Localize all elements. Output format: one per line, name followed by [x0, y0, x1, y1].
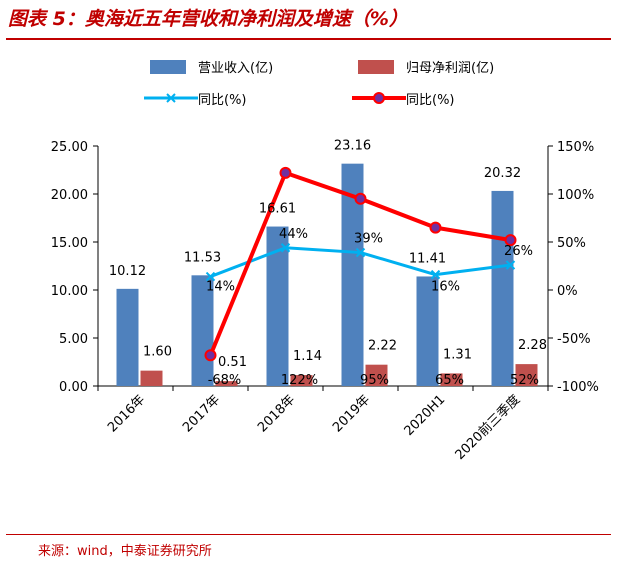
- legend-revenue-growth-marker: [166, 93, 176, 103]
- net-profit-data-label: 0.51: [218, 355, 247, 370]
- revenue-data-label: 11.41: [409, 251, 446, 266]
- net-profit-bar: [140, 370, 163, 386]
- revenue-bar: [266, 226, 289, 386]
- legend-net-profit-label: 归母净利润(亿): [406, 61, 494, 76]
- legend-profit-growth-label: 同比(%): [406, 93, 455, 108]
- revenue-growth-data-label: 16%: [431, 280, 460, 295]
- net-profit-data-label: 1.14: [293, 349, 322, 364]
- profit-growth-point: [354, 192, 367, 205]
- y-right-tick-label: 0%: [557, 284, 578, 299]
- profit-growth-data-label: 65%: [435, 373, 464, 388]
- y-left-tick-label: 25.00: [51, 140, 88, 155]
- revenue-data-label: 16.61: [259, 202, 296, 217]
- revenue-growth-data-label: 26%: [504, 244, 533, 259]
- profit-growth-point: [279, 166, 292, 179]
- legend-net-profit-swatch: [358, 60, 394, 74]
- revenue-data-label: 10.12: [109, 264, 146, 279]
- revenue-bar: [416, 276, 439, 386]
- legend-revenue-label: 营业收入(亿): [198, 61, 273, 76]
- x-tick-label: 2016年: [105, 392, 148, 435]
- title-divider: [6, 38, 611, 40]
- revenue-growth-data-label: 44%: [279, 227, 308, 242]
- x-tick-label: 2020H1: [402, 392, 449, 439]
- revenue-bar: [491, 190, 514, 386]
- y-left-tick-label: 10.00: [51, 284, 88, 299]
- revenue-growth-data-label: 14%: [206, 280, 235, 295]
- legend-revenue-growth-label: 同比(%): [198, 93, 247, 108]
- net-profit-data-label: 2.28: [518, 338, 547, 353]
- revenue-growth-point: [430, 269, 441, 280]
- y-right-tick-label: -100%: [557, 380, 599, 395]
- y-right-tick-label: -50%: [557, 332, 591, 347]
- profit-growth-data-label: -68%: [208, 373, 242, 388]
- legend-revenue-swatch: [150, 60, 186, 74]
- revenue-growth-point: [205, 271, 216, 282]
- page-title: 图表 5：奥海近五年营收和净利润及增速（%）: [8, 8, 408, 30]
- legend-profit-growth-marker: [373, 92, 385, 104]
- net-profit-data-label: 1.60: [143, 345, 172, 360]
- revenue-data-label: 23.16: [334, 139, 371, 154]
- net-profit-data-label: 1.31: [443, 347, 472, 362]
- y-left-tick-label: 5.00: [59, 332, 88, 347]
- revenue-growth-point: [355, 247, 366, 258]
- revenue-data-label: 20.32: [484, 166, 521, 181]
- profit-growth-data-label: 95%: [360, 373, 389, 388]
- y-left-tick-label: 15.00: [51, 236, 88, 251]
- profit-growth-data-label: 52%: [510, 373, 539, 388]
- net-profit-bar: [290, 375, 313, 386]
- revenue-data-label: 11.53: [184, 250, 221, 265]
- x-tick-label: 2018年: [255, 392, 298, 435]
- net-profit-bar: [215, 381, 238, 386]
- profit-growth-point: [504, 234, 517, 247]
- x-tick-label: 2019年: [330, 392, 373, 435]
- profit-growth-point: [429, 221, 442, 234]
- net-profit-bar: [440, 373, 463, 386]
- revenue-bar: [116, 288, 139, 386]
- source-divider: [6, 534, 611, 535]
- x-tick-label: 2017年: [180, 392, 223, 435]
- net-profit-bar: [365, 364, 388, 386]
- revenue-bar: [341, 163, 364, 386]
- net-profit-data-label: 2.22: [368, 339, 397, 354]
- net-profit-bar: [515, 364, 538, 386]
- revenue-growth-data-label: 39%: [354, 232, 383, 247]
- profit-growth-data-label: 122%: [281, 373, 318, 388]
- y-right-tick-label: 100%: [557, 188, 594, 203]
- profit-growth-point: [204, 349, 217, 362]
- revenue-growth-point: [505, 260, 516, 270]
- revenue-growth-point: [280, 243, 291, 253]
- y-left-tick-label: 20.00: [51, 188, 88, 203]
- y-right-tick-label: 50%: [557, 236, 586, 251]
- source-note: 来源：wind，中泰证券研究所: [38, 544, 212, 559]
- x-tick-label: 2020前三季度: [452, 392, 523, 463]
- y-right-tick-label: 150%: [557, 140, 594, 155]
- y-left-tick-label: 0.00: [59, 380, 88, 395]
